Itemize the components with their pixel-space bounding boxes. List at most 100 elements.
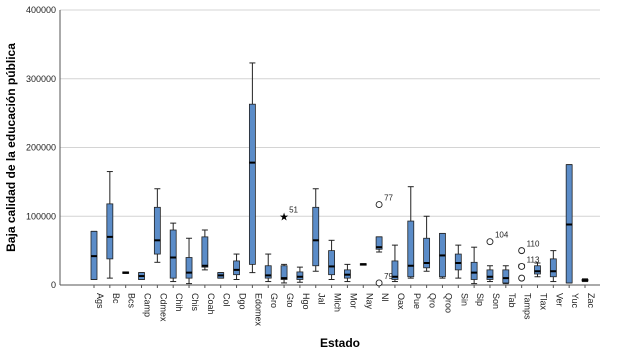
x-tick-label: Gro [269, 293, 279, 308]
box-jal [312, 188, 320, 272]
box-slp [470, 246, 478, 285]
y-tick-label: 300000 [26, 74, 56, 84]
outlier-label: 79 [384, 272, 393, 281]
box-bcs [122, 271, 130, 274]
x-tick-label: Sin [459, 293, 469, 306]
box-iqr [248, 103, 256, 265]
outlier-circle [375, 279, 383, 287]
y-tick-labels: 0 100000 200000 300000 400000 [26, 5, 56, 290]
box-iqr [454, 253, 462, 271]
box-iqr [423, 237, 431, 269]
x-tick-label: Tamps [523, 293, 533, 320]
y-tick-label: 200000 [26, 143, 56, 153]
x-tick-label: Mich [333, 293, 343, 312]
x-tick-label: Yuc [570, 293, 580, 309]
y-tick-label: 0 [51, 280, 56, 290]
box-col [217, 272, 225, 279]
box-iqr [296, 271, 304, 280]
box-iqr [185, 257, 193, 279]
box-hgo [296, 266, 304, 283]
x-tick-label: Nl [380, 293, 390, 302]
x-tick-label: Qroo [443, 293, 453, 313]
x-tick-label: Son [491, 293, 501, 309]
x-tick-label: Chis [190, 293, 200, 312]
x-tick-label: Coah [206, 293, 216, 315]
box-gro [264, 253, 272, 283]
box-chih [169, 222, 177, 283]
x-tick-label: Col [222, 293, 232, 307]
x-tick-label: Ags [95, 293, 105, 309]
box-iqr [169, 229, 177, 279]
box-iqr [280, 265, 288, 280]
outlier-circle [518, 274, 526, 282]
outlier-label: 110 [527, 240, 540, 249]
box-iqr [375, 236, 383, 250]
box-dgo [233, 253, 240, 280]
x-tick-label: Mor [348, 293, 358, 309]
box-zac [581, 278, 589, 283]
box-iqr [407, 220, 415, 278]
box-mor [344, 263, 351, 283]
outlier-circle [375, 201, 383, 209]
box-pue [407, 186, 415, 279]
x-tick-labels: Ags Bc Bcs Camp Cdmex Chih Chis Coah Col Dgo Edome… [93, 285, 596, 327]
box-iqr [233, 260, 240, 276]
box-cdmex [153, 188, 161, 263]
box-edomex [248, 62, 256, 274]
box-iqr [201, 236, 209, 268]
box-chis [185, 237, 193, 285]
x-tick-label: Pue [412, 293, 422, 309]
box-oax [391, 244, 399, 283]
box-iqr [328, 250, 335, 276]
box-iqr [470, 261, 478, 280]
box-iqr [264, 265, 272, 279]
x-tick-label: Tab [507, 293, 517, 308]
x-tick-label: Edomex [253, 293, 263, 327]
x-axis-title: Estado [320, 336, 360, 350]
x-tick-label: Jal [317, 293, 327, 305]
x-tick-label: Tlax [538, 293, 548, 311]
x-tick-label: Ver [554, 293, 564, 307]
y-tick-label: 100000 [26, 211, 56, 221]
box-coah [201, 229, 209, 271]
x-tick-label: Camp [143, 293, 153, 317]
x-tick-label: Zac [586, 293, 596, 309]
box-qro [423, 215, 431, 272]
x-tick-label: Bc [111, 293, 121, 304]
box-qroo [439, 232, 446, 279]
box-iqr [312, 206, 320, 267]
x-tick-label: Bcs [127, 293, 137, 309]
box-bc [106, 171, 114, 279]
outliers: ★51 77 79 104 110 113 [279, 194, 540, 287]
x-tick-label: Chih [174, 293, 184, 312]
axes [59, 10, 600, 286]
x-tick-label: Dgo [238, 293, 248, 310]
outlier-label: 77 [384, 194, 393, 203]
box-yuc [565, 164, 573, 284]
x-tick-label: Gto [285, 293, 295, 308]
outlier-circle [518, 262, 526, 270]
box-mich [328, 239, 335, 280]
outlier-label: 113 [527, 255, 540, 264]
outlier-label: 104 [495, 231, 509, 240]
x-tick-label: Slp [475, 293, 485, 306]
x-tick-label: Hgo [301, 293, 311, 310]
box-iqr [549, 258, 557, 278]
box-nl [375, 236, 383, 253]
box-iqr [486, 269, 494, 280]
box-iqr [153, 206, 161, 255]
x-tick-label: Nay [364, 293, 374, 310]
boxes [90, 62, 589, 285]
box-gto [280, 263, 288, 284]
box-sin [454, 244, 462, 279]
box-iqr [106, 203, 114, 260]
x-tick-label: Qro [428, 293, 438, 308]
box-nay [359, 263, 367, 266]
x-tick-label: Cdmex [158, 293, 168, 322]
y-axis-title: Baja calidad de la educación pública [4, 43, 18, 252]
box-ags [90, 230, 98, 280]
box-son [486, 265, 494, 283]
outlier-star: ★ [279, 210, 289, 223]
outlier-circle [486, 238, 494, 246]
